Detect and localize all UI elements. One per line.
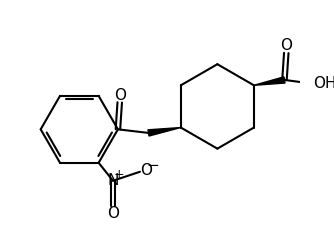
Text: OH: OH <box>313 76 334 91</box>
Text: +: + <box>114 168 125 181</box>
Polygon shape <box>148 128 181 136</box>
Polygon shape <box>254 77 285 85</box>
Text: −: − <box>146 158 159 173</box>
Text: O: O <box>280 38 292 53</box>
Text: O: O <box>107 207 119 222</box>
Text: O: O <box>114 88 126 103</box>
Text: N: N <box>107 173 119 188</box>
Text: O: O <box>140 163 152 178</box>
